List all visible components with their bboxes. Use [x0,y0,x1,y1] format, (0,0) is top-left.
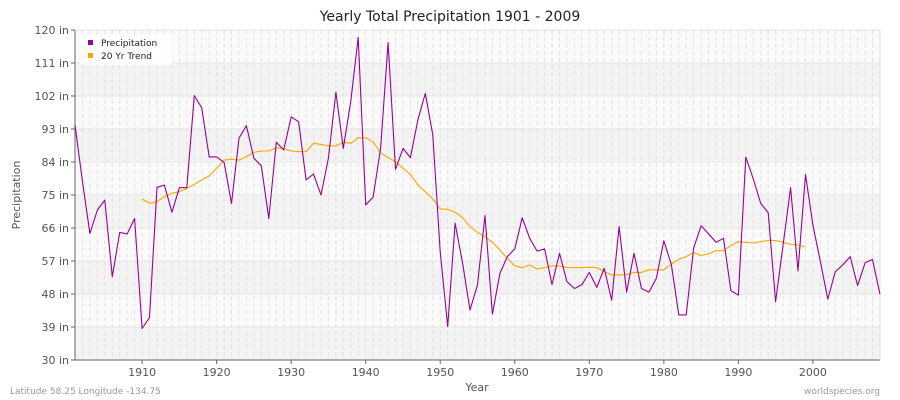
source-label: worldspecies.org [804,387,880,397]
x-tick-label: 1920 [203,366,231,379]
precipitation-line [74,36,881,330]
x-tick-label: 1970 [575,366,603,379]
y-tick-label: 93 in [41,123,69,136]
y-tick-label: 48 in [41,288,69,301]
y-tick-label: 120 in [34,24,69,37]
y-tick-label: 66 in [41,222,69,235]
x-tick-label: 2000 [799,366,827,379]
legend-label-trend: 20 Yr Trend [101,52,152,62]
y-axis-label: Precipitation [10,161,23,230]
y-tick-label: 39 in [41,321,69,334]
y-tick-label: 111 in [34,57,69,70]
location-label: Latitude 58.25 Longitude -134.75 [10,387,161,397]
legend: Precipitation 20 Yr Trend [80,35,172,65]
x-tick-label: 1950 [426,366,454,379]
y-tick-label: 75 in [41,189,69,202]
y-tick-label: 57 in [41,255,69,268]
y-tick-label: 84 in [41,156,69,169]
x-tick-label: 1960 [501,366,529,379]
chart-title: Yearly Total Precipitation 1901 - 2009 [319,9,581,25]
x-tick-label: 1930 [277,366,305,379]
x-tick-label: 1910 [128,366,156,379]
x-tick-label: 1980 [650,366,678,379]
x-axis-label: Year [464,381,489,394]
legend-swatch-precipitation [88,40,93,45]
y-tick-label: 30 in [41,354,69,367]
x-tick-label: 1990 [724,366,752,379]
legend-swatch-trend [88,53,93,58]
x-tick-label: 1940 [352,366,380,379]
legend-label-precipitation: Precipitation [101,39,157,49]
y-tick-label: 102 in [34,90,69,103]
